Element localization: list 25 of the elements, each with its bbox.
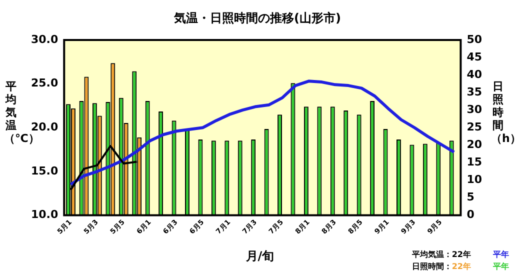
y-tick-label: 15.0	[31, 164, 58, 178]
y2-tick-label: 45	[466, 50, 482, 64]
text: 22年	[452, 250, 471, 259]
y2-tick-label: 40	[466, 68, 482, 81]
y-tick-label: 10.0	[31, 208, 58, 222]
y2-tick-label: 0	[466, 208, 475, 222]
y2-tick-label: 20	[466, 138, 482, 151]
y2-tick-label: 50	[466, 32, 482, 46]
y2-tick-label: 35	[466, 85, 482, 98]
y2-axis-title: 日照時間（h）	[491, 80, 515, 145]
y2-tick-label: 15	[466, 156, 482, 169]
y-tick-label: 25.0	[31, 76, 58, 90]
x-axis-title: 月/旬	[244, 248, 276, 265]
text: 22年	[452, 262, 471, 271]
chart-title: 気温・日照時間の推移(山形市)	[173, 10, 342, 27]
y2-tick-label: 30	[466, 102, 482, 116]
text: 平均気温：	[412, 250, 452, 259]
y2-tick-label: 25	[466, 120, 482, 134]
y2-tick-label: 10	[466, 173, 482, 186]
y-tick-label: 20.0	[31, 120, 58, 134]
text: 平年	[493, 250, 509, 259]
y-tick-label: 30.0	[31, 32, 58, 46]
text: 平年	[493, 262, 509, 271]
text: 日照時間：	[412, 262, 452, 271]
y2-tick-label: 5	[466, 190, 474, 204]
